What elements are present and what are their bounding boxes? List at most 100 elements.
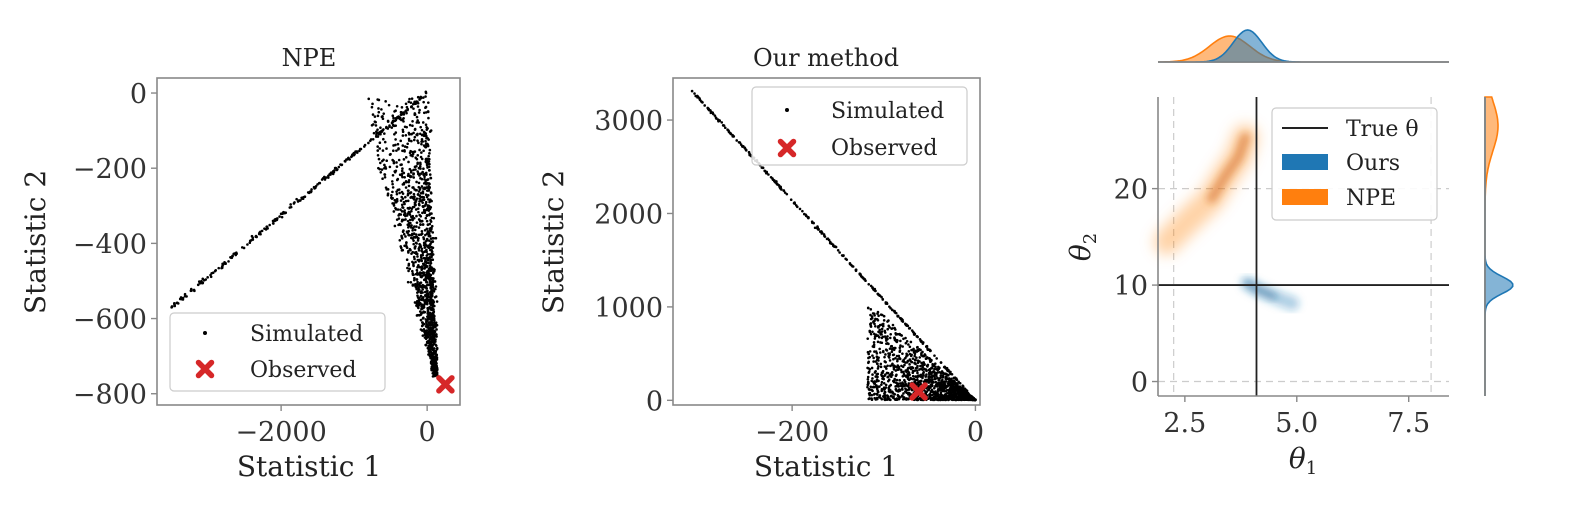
simulated-point [419,254,423,257]
simulated-point [906,397,910,401]
simulated-point [428,321,432,324]
simulated-point [875,387,879,391]
simulated-point [937,393,940,397]
simulated-point [907,366,910,370]
simulated-point [210,271,213,275]
simulated-point [937,367,940,371]
simulated-point [424,239,428,243]
simulated-point [867,282,871,286]
simulated-point [422,149,425,153]
simulated-point [888,359,892,362]
simulated-point [871,286,874,290]
simulated-point [410,224,413,227]
simulated-point [401,175,404,179]
simulated-point [887,378,891,381]
simulated-point [415,157,419,161]
simulated-point [889,306,892,310]
simulated-point [946,391,949,395]
simulated-point [405,105,409,109]
simulated-point [903,363,906,367]
simulated-point [973,398,977,401]
simulated-point [416,101,420,105]
simulated-point [416,207,420,210]
simulated-point [396,208,400,211]
simulated-point [419,318,423,322]
simulated-point [899,344,902,347]
simulated-point [947,398,951,401]
simulated-point [948,388,952,392]
simulated-point [400,203,404,207]
simulated-point [289,203,292,206]
simulated-point [406,192,410,195]
simulated-point [420,305,423,308]
simulated-point [880,327,884,331]
simulated-point [430,315,433,318]
simulated-point [925,356,929,359]
simulated-point [933,377,936,381]
simulated-point [918,338,922,341]
simulated-point [873,337,877,340]
simulated-point [421,274,424,278]
simulated-point [890,363,894,367]
legend-observed-x [195,359,215,379]
simulated-point [425,264,429,268]
simulated-point [430,248,433,252]
simulated-point [429,356,432,360]
simulated-point [231,254,234,258]
simulated-point [912,347,915,351]
simulated-point [869,308,873,311]
simulated-point [870,393,874,397]
simulated-point [424,91,428,95]
simulated-point [871,330,874,334]
npe-legend: Simulated Observed [169,312,386,392]
simulated-point [428,186,431,189]
simulated-point [940,385,943,389]
simulated-point [427,298,430,302]
simulated-point [430,255,433,259]
simulated-point [905,355,908,358]
simulated-point [932,370,935,373]
simulated-point [430,288,434,292]
simulated-point [873,396,877,400]
simulated-point [415,188,418,192]
simulated-point [932,381,935,384]
simulated-point [271,221,275,225]
simulated-point [428,130,432,133]
simulated-point [924,375,928,378]
simulated-point [423,300,427,303]
simulated-point [881,335,885,339]
simulated-point [870,397,873,400]
simulated-point [421,211,424,215]
simulated-point [323,175,326,179]
simulated-point [832,245,836,248]
simulated-point [898,346,902,350]
y-tick-label: −800 [73,380,147,411]
simulated-point [370,105,374,109]
simulated-point [884,383,888,387]
simulated-point [735,139,739,142]
simulated-point [931,363,935,367]
simulated-point [403,125,407,129]
simulated-point [949,386,952,390]
simulated-point [890,350,894,354]
simulated-point [926,347,929,351]
simulated-point [952,379,956,382]
simulated-point [419,167,422,170]
simulated-point [424,294,427,298]
simulated-point [876,375,879,379]
simulated-point [884,337,888,340]
simulated-point [431,271,435,274]
simulated-point [426,289,429,293]
simulated-point [869,332,873,336]
simulated-point [906,324,910,328]
simulated-point [405,180,408,184]
simulated-point [887,352,890,355]
simulated-point [426,204,430,208]
simulated-point [412,255,416,259]
ours-x-ticks: −200 0 [755,405,984,448]
simulated-point [426,271,430,275]
simulated-point [867,370,871,373]
simulated-point [229,255,232,259]
simulated-point [425,260,428,264]
simulated-point [927,371,931,375]
